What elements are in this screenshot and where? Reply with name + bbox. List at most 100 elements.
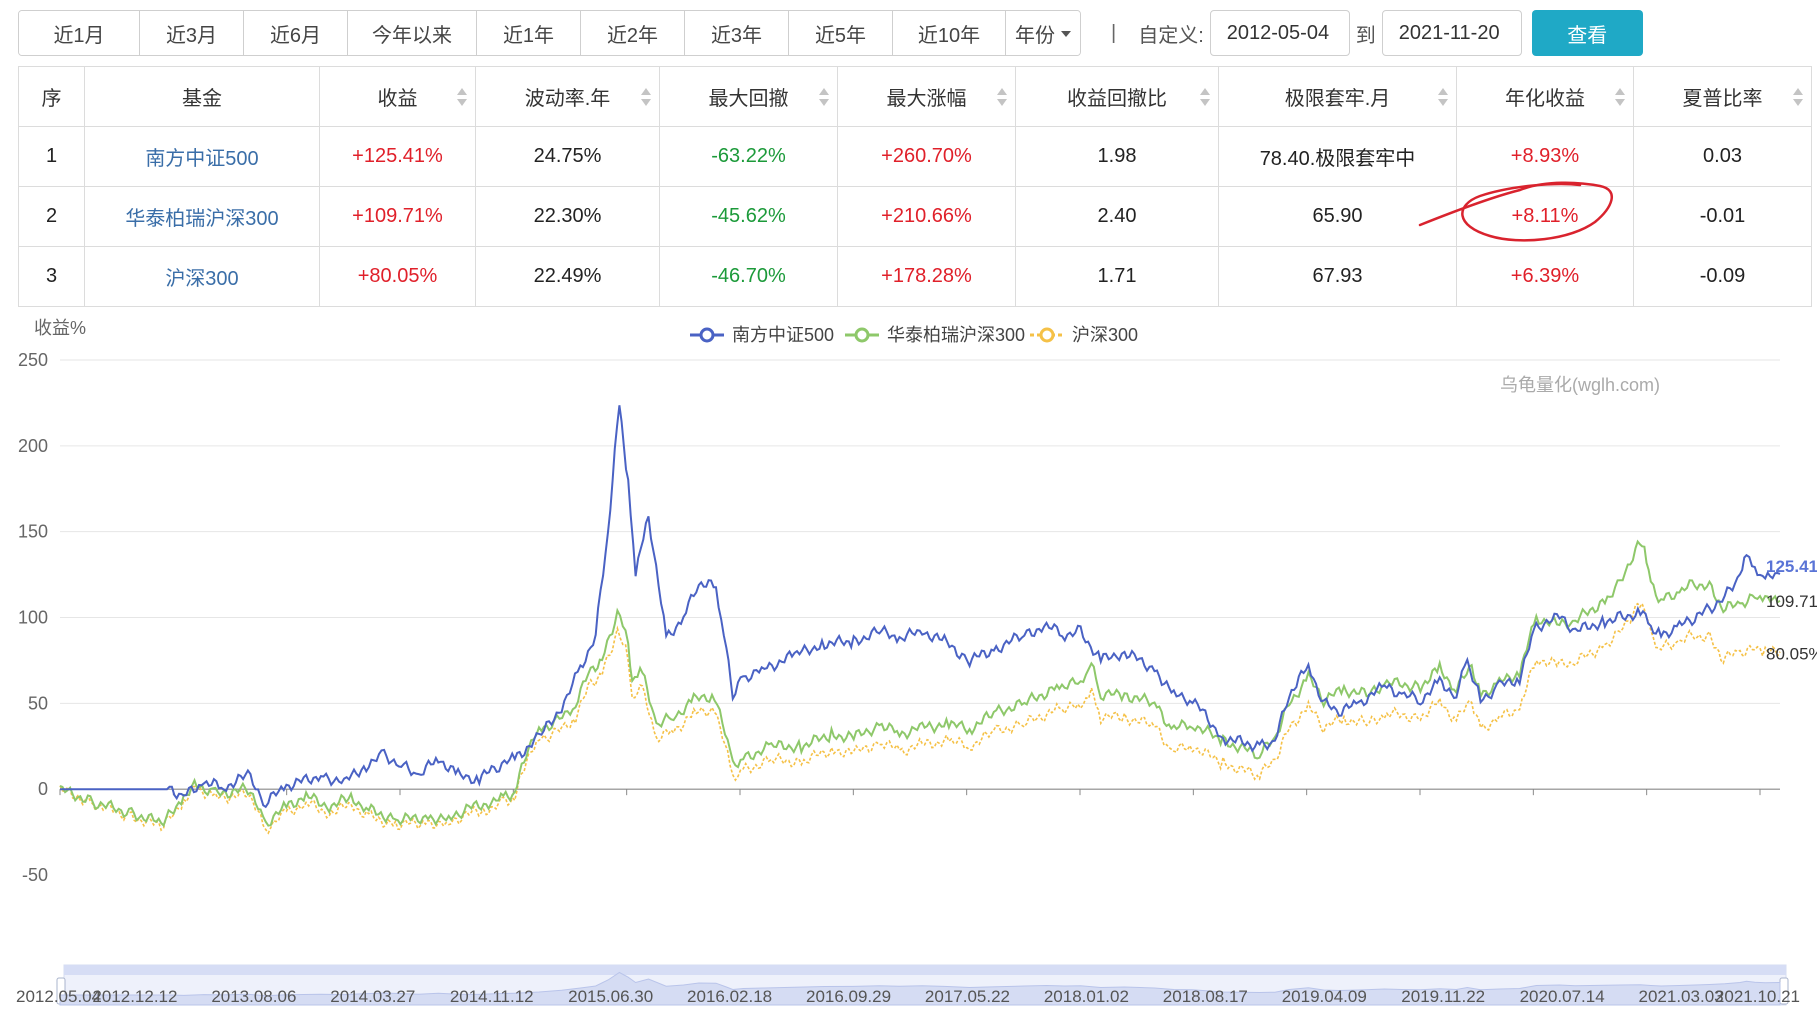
header-label: 基金 [182, 88, 222, 110]
sort-icon[interactable] [819, 87, 829, 107]
x-tick-label: 2015.06.30 [568, 987, 653, 1006]
custom-range-label: 自定义: [1138, 24, 1204, 47]
cell-max-gain: +260.70% [837, 126, 1016, 187]
range-5y-button[interactable]: 近5年 [789, 11, 893, 55]
header-max-drawdown[interactable]: 最大回撤 [659, 66, 838, 127]
x-tick-label: 2019.04.09 [1282, 987, 1367, 1006]
header-fund: 基金 [84, 66, 320, 127]
legend-marker [854, 327, 870, 343]
header-max-gain[interactable]: 最大涨幅 [837, 66, 1016, 127]
header-label: 收益回撤比 [1067, 88, 1167, 110]
y-axis-label: 收益% [34, 318, 86, 338]
range-ytd-button[interactable]: 今年以来 [348, 11, 477, 55]
table-row: 3 沪深300 +80.05% 22.49% -46.70% +178.28% … [18, 246, 1812, 307]
table-row: 2 华泰柏瑞沪深300 +109.71% 22.30% -45.62% +210… [18, 186, 1812, 247]
to-label: 到 [1355, 24, 1376, 47]
y-tick-label: 200 [18, 436, 48, 456]
zoom-slider[interactable] [56, 964, 1789, 1006]
year-dropdown-label: 年份 [1015, 24, 1055, 47]
caret-down-icon [1061, 31, 1071, 37]
y-tick-label: -50 [22, 865, 48, 885]
cell-max-drawdown: -45.62% [659, 186, 838, 247]
header-sharpe[interactable]: 夏普比率 [1633, 66, 1812, 127]
header-volatility[interactable]: 波动率.年 [475, 66, 660, 127]
series-end-label: 125.41% [1766, 557, 1817, 576]
series-line-1 [60, 405, 1781, 809]
cell-max-drawdown: -63.22% [659, 126, 838, 187]
y-tick-label: 150 [18, 522, 48, 542]
fund-link[interactable]: 华泰柏瑞沪深300 [84, 186, 320, 247]
sort-icon[interactable] [641, 87, 651, 107]
y-axis: 250 200 150 100 50 0 -50 [18, 350, 48, 885]
legend-marker [699, 327, 715, 343]
header-return-drawdown-ratio[interactable]: 收益回撤比 [1015, 66, 1219, 127]
x-tick-label: 2019.11.22 [1401, 987, 1485, 1006]
cell-ratio: 1.71 [1015, 246, 1219, 307]
series-line-2 [59, 539, 1781, 828]
range-3y-button[interactable]: 近3年 [685, 11, 789, 55]
range-2y-button[interactable]: 近2年 [581, 11, 685, 55]
header-label: 波动率.年 [524, 88, 611, 110]
start-date-input[interactable] [1209, 10, 1350, 56]
cell-index: 1 [18, 126, 85, 187]
query-button[interactable]: 查看 [1531, 10, 1643, 56]
sort-icon[interactable] [457, 87, 467, 107]
header-label: 夏普比率 [1682, 88, 1763, 110]
sort-icon[interactable] [1438, 87, 1448, 107]
y-tick-label: 100 [18, 608, 48, 628]
cell-ratio: 1.98 [1015, 126, 1219, 187]
sort-icon[interactable] [1793, 87, 1803, 107]
year-dropdown[interactable]: 年份 [1006, 11, 1080, 55]
legend-marker [1039, 327, 1055, 343]
watermark: 乌龟量化(wglh.com) [1500, 375, 1660, 395]
grid [59, 359, 1780, 796]
cell-index: 3 [18, 246, 85, 307]
fund-link[interactable]: 沪深300 [84, 246, 320, 307]
slider-top-bar [64, 965, 1786, 975]
legend-label: 南方中证500 [732, 325, 834, 345]
x-tick-label: 2012.12.12 [92, 987, 177, 1006]
x-tick-label: 2014.11.12 [450, 987, 534, 1006]
sort-icon[interactable] [997, 87, 1007, 107]
header-max-trapped[interactable]: 极限套牢.月 [1218, 66, 1457, 127]
range-10y-button[interactable]: 近10年 [893, 11, 1006, 55]
cell-sharpe: -0.01 [1633, 186, 1812, 247]
cell-annual-return: +8.11% [1456, 186, 1634, 247]
x-tick-label: 2021.03.03 [1639, 987, 1724, 1006]
x-tick-label: 2016.02.18 [687, 987, 772, 1006]
fund-link[interactable]: 南方中证500 [84, 126, 320, 187]
series-end-label: 80.05% [1766, 645, 1817, 664]
toolbar: 近1月 近3月 近6月 今年以来 近1年 近2年 近3年 近5年 近10年 年份… [18, 10, 1643, 56]
x-tick-label: 2017.05.22 [925, 987, 1010, 1006]
cell-sharpe: -0.09 [1633, 246, 1812, 307]
sort-icon[interactable] [1615, 87, 1625, 107]
cell-max-gain: +178.28% [837, 246, 1016, 307]
range-1y-button[interactable]: 近1年 [477, 11, 581, 55]
table-row: 1 南方中证500 +125.41% 24.75% -63.22% +260.7… [18, 126, 1812, 187]
header-return[interactable]: 收益 [319, 66, 476, 127]
range-3m-button[interactable]: 近3月 [140, 11, 244, 55]
end-labels: 125.41% 109.71% 80.05% [1766, 557, 1817, 664]
cell-max-trapped: 78.40.极限套牢中 [1218, 126, 1457, 187]
x-tick-label: 2012.05.04 [16, 987, 101, 1006]
header-label: 最大回撤 [708, 88, 789, 110]
range-6m-button[interactable]: 近6月 [244, 11, 348, 55]
x-tick-label: 2018.08.17 [1163, 987, 1248, 1006]
header-annual-return[interactable]: 年化收益 [1456, 66, 1634, 127]
cell-index: 2 [18, 186, 85, 247]
cell-annual-return: +8.93% [1456, 126, 1634, 187]
range-1m-button[interactable]: 近1月 [19, 11, 140, 55]
cell-max-trapped: 65.90 [1218, 186, 1457, 247]
cell-return: +125.41% [319, 126, 476, 187]
cell-ratio: 2.40 [1015, 186, 1219, 247]
x-tick-label: 2014.03.27 [330, 987, 415, 1006]
end-date-input[interactable] [1381, 10, 1522, 56]
series-lines [59, 405, 1781, 835]
cell-volatility: 24.75% [475, 126, 660, 187]
range-button-group: 近1月 近3月 近6月 今年以来 近1年 近2年 近3年 近5年 近10年 年份 [18, 10, 1081, 56]
header-label: 收益 [377, 88, 418, 110]
slider-preview [59, 971, 1781, 1006]
sort-icon[interactable] [1200, 87, 1210, 107]
table-header-row: 序 基金 收益 波动率.年 最大回撤 最大涨幅 收益回撤比 极限套牢.月 年化收… [18, 66, 1812, 127]
